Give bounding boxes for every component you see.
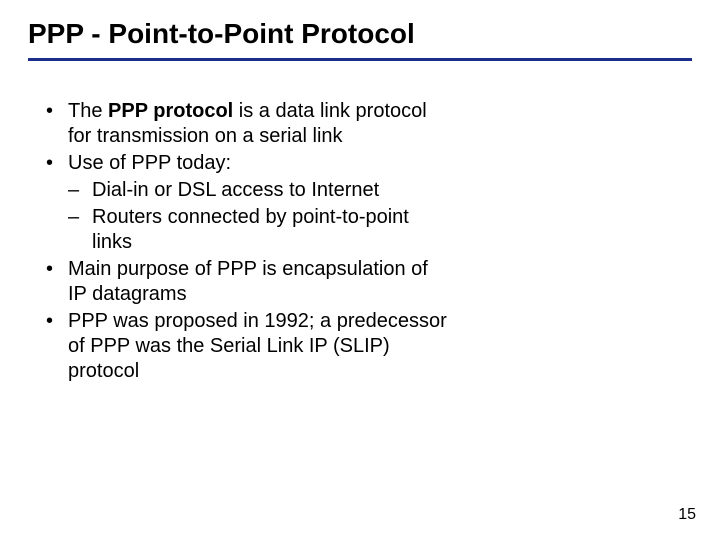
sub-bullet-text: Dial-in or DSL access to Internet [92, 179, 379, 201]
bullet-text: Main purpose of PPP is encapsulation of … [68, 258, 428, 305]
bullet-item: Use of PPP today: Dial-in or DSL access … [46, 151, 448, 255]
sub-bullet-text: Routers connected by point-to-point link… [92, 206, 409, 253]
sub-bullet-item: Dial-in or DSL access to Internet [68, 178, 448, 203]
slide-container: PPP - Point-to-Point Protocol The PPP pr… [0, 0, 720, 540]
title-underline [28, 58, 692, 61]
bullet-item: Main purpose of PPP is encapsulation of … [46, 257, 448, 307]
bullet-item: The PPP protocol is a data link protocol… [46, 99, 448, 149]
bullet-text-bold: PPP protocol [108, 100, 233, 122]
sub-bullet-list: Dial-in or DSL access to Internet Router… [68, 178, 448, 255]
slide-title: PPP - Point-to-Point Protocol [28, 18, 692, 50]
bullet-text: PPP was proposed in 1992; a predecessor … [68, 310, 447, 382]
page-number: 15 [678, 506, 696, 524]
sub-bullet-item: Routers connected by point-to-point link… [68, 205, 448, 255]
bullet-item: PPP was proposed in 1992; a predecessor … [46, 309, 448, 384]
bullet-list: The PPP protocol is a data link protocol… [46, 99, 448, 384]
slide-content: The PPP protocol is a data link protocol… [28, 99, 448, 384]
bullet-text-prefix: The [68, 100, 108, 122]
bullet-text: Use of PPP today: [68, 152, 231, 174]
